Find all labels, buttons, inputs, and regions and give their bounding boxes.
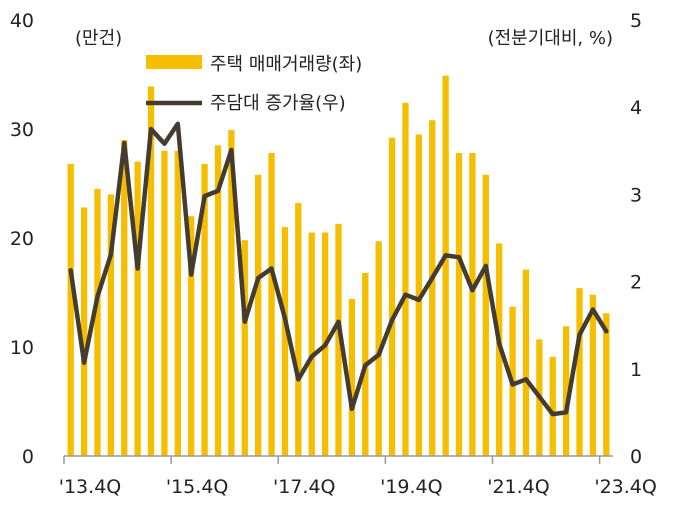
bar-4 bbox=[121, 139, 128, 456]
line-series-path bbox=[68, 121, 609, 417]
bar-15 bbox=[268, 152, 275, 457]
y-right-tick-4: 4 bbox=[630, 97, 642, 119]
bar-39 bbox=[589, 294, 597, 456]
y-right-tick-3: 3 bbox=[630, 184, 642, 206]
bar-12 bbox=[228, 130, 235, 456]
y-right-tick-5: 5 bbox=[630, 10, 642, 32]
y-right-tick-2: 2 bbox=[630, 272, 642, 294]
bar-28 bbox=[442, 75, 449, 456]
bar-21 bbox=[348, 299, 356, 456]
bar-27 bbox=[429, 120, 436, 456]
bar-8 bbox=[174, 150, 181, 457]
x-tick-label-2: '17.4Q bbox=[273, 476, 335, 498]
y-left-tick-3: 30 bbox=[10, 119, 34, 141]
left-axis-ticks: 0 10 20 30 40 bbox=[10, 10, 34, 468]
right-axis-ticks: 0 1 2 3 4 5 bbox=[630, 10, 642, 468]
bar-2 bbox=[94, 188, 101, 456]
legend-swatch-bar bbox=[146, 55, 202, 69]
legend: 주택 매매거래량(좌) 주담대 증가율(우) bbox=[146, 54, 362, 114]
bar-16 bbox=[281, 227, 289, 456]
x-tick-label-1: '15.4Q bbox=[166, 476, 228, 498]
bar-24 bbox=[388, 137, 396, 456]
bar-7 bbox=[161, 150, 168, 457]
y-right-tick-0: 0 bbox=[630, 446, 642, 468]
bar-31 bbox=[482, 174, 489, 456]
bar-36 bbox=[549, 356, 556, 456]
x-tick-label-5: '23.4Q bbox=[594, 476, 656, 498]
bar-18 bbox=[308, 232, 315, 456]
legend-label-bar: 주택 매매거래량(좌) bbox=[210, 54, 362, 75]
right-axis-unit: (전분기대비, %) bbox=[488, 28, 613, 49]
legend-label-line: 주담대 증가율(우) bbox=[210, 93, 346, 114]
y-left-tick-4: 40 bbox=[10, 10, 34, 32]
bar-5 bbox=[134, 161, 141, 456]
y-left-tick-0: 0 bbox=[22, 446, 34, 468]
x-tick-label-3: '19.4Q bbox=[380, 476, 442, 498]
bar-34 bbox=[522, 269, 530, 456]
bar-9 bbox=[188, 216, 195, 456]
x-axis-ticks: '13.4Q '15.4Q '17.4Q '19.4Q '21.4Q '23.4Q bbox=[59, 456, 657, 498]
bar-25 bbox=[402, 102, 409, 456]
bar-11 bbox=[214, 145, 222, 456]
bar-38 bbox=[576, 288, 583, 456]
y-left-tick-2: 20 bbox=[10, 228, 34, 250]
bar-40 bbox=[603, 313, 610, 456]
bar-0 bbox=[67, 163, 74, 456]
bar-29 bbox=[455, 152, 463, 457]
y-right-tick-1: 1 bbox=[630, 359, 642, 381]
bar-20 bbox=[335, 223, 342, 456]
bar-6 bbox=[147, 86, 155, 457]
bar-37 bbox=[562, 326, 570, 456]
bar-14 bbox=[255, 174, 262, 456]
bar-30 bbox=[469, 152, 476, 457]
bar-3 bbox=[107, 194, 115, 456]
bar-26 bbox=[415, 134, 422, 456]
bar-17 bbox=[295, 203, 302, 456]
x-tick-label-4: '21.4Q bbox=[487, 476, 549, 498]
bar-10 bbox=[201, 163, 208, 456]
bar-13 bbox=[241, 240, 248, 456]
left-axis-unit: (만건) bbox=[75, 28, 122, 49]
y-left-tick-1: 10 bbox=[10, 337, 34, 359]
x-tick-label-0: '13.4Q bbox=[59, 476, 121, 498]
bar-1 bbox=[80, 207, 88, 456]
